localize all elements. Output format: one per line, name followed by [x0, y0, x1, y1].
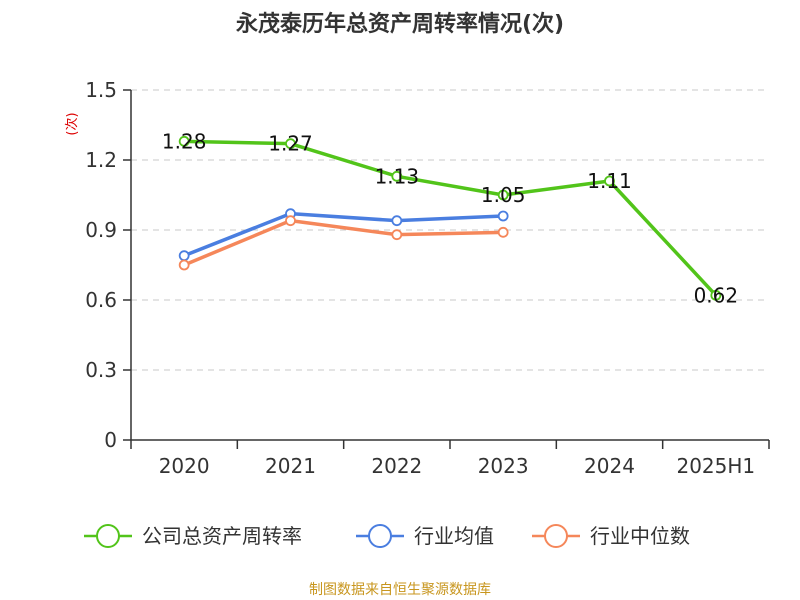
data-point — [710, 289, 722, 301]
y-tick-label: 1.2 — [85, 148, 117, 172]
chart-title: 永茂泰历年总资产周转率情况(次) — [235, 12, 565, 37]
source-note: 制图数据来自恒生聚源数据库 — [309, 582, 491, 598]
axes: 0 0.3 0.6 0.9 1.2 1.5 2020 2021 2022 2023 2024 2025… — [64, 78, 770, 478]
legend-swatch-marker — [96, 524, 120, 548]
series-line-0 — [182, 139, 718, 298]
y-tick-label: 0.9 — [85, 218, 117, 242]
data-point — [285, 138, 296, 150]
data-point — [178, 135, 190, 147]
legend-swatch-marker — [544, 524, 568, 548]
y-axis-unit-label: (次) — [64, 112, 80, 135]
data-point — [391, 215, 403, 227]
grid-lines — [131, 89, 769, 371]
x-tick-label: 2022 — [371, 454, 422, 478]
y-tick-label: 1.5 — [85, 78, 117, 102]
series-line-1 — [182, 211, 505, 258]
data-label: 1.05 — [481, 183, 526, 207]
data-point — [178, 259, 190, 271]
data-label: 1.27 — [268, 132, 313, 156]
data-point — [178, 250, 190, 262]
data-point — [285, 215, 296, 227]
x-tick-label: 2023 — [478, 454, 529, 478]
data-label: 1.13 — [375, 164, 420, 188]
data-labels: 1.28 1.27 1.13 1.05 1.11 0.62 — [162, 129, 738, 307]
series-line-2 — [182, 218, 505, 267]
data-point — [391, 170, 403, 182]
y-tick-label: 0.3 — [85, 358, 117, 382]
data-point — [604, 175, 615, 187]
legend-label: 行业中位数 — [590, 524, 690, 548]
x-tick-label: 2021 — [265, 454, 316, 478]
data-point — [497, 226, 509, 238]
data-point — [391, 229, 403, 241]
x-tick-label: 2024 — [584, 454, 635, 478]
x-tick-label: 2025H1 — [676, 454, 755, 478]
legend-swatch-marker — [368, 524, 392, 548]
x-tick-label: 2020 — [159, 454, 210, 478]
data-label: 1.28 — [162, 129, 207, 153]
data-point — [497, 210, 509, 222]
y-tick-label: 0.6 — [85, 288, 117, 312]
legend-label: 公司总资产周转率 — [142, 524, 302, 548]
legend-label: 行业均值 — [414, 524, 494, 548]
legend: 公司总资产周转率 行业均值 行业中位数 — [84, 524, 690, 548]
y-tick-label: 0 — [104, 428, 117, 452]
data-label: 0.62 — [694, 283, 739, 307]
data-label: 1.11 — [587, 169, 632, 193]
series-lines — [178, 135, 722, 301]
data-point — [497, 189, 509, 201]
